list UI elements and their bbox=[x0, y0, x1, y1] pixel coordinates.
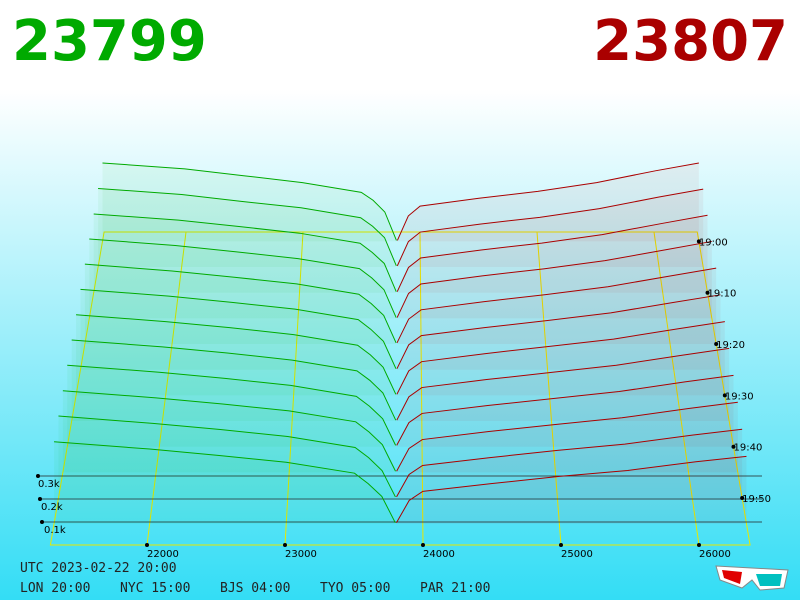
utc-time: UTC 2023-02-22 20:00 bbox=[20, 561, 177, 576]
ask-depth-line bbox=[396, 162, 699, 241]
bid-depth-area bbox=[80, 289, 396, 370]
x-tick-label: 23000 bbox=[285, 549, 317, 560]
ask-depth-line bbox=[396, 267, 717, 344]
ask-depth-line bbox=[396, 294, 721, 369]
best-bid: 23799 bbox=[12, 9, 207, 74]
ask-depth-area bbox=[396, 456, 747, 524]
tick-dot bbox=[40, 520, 44, 524]
bid-depth-area bbox=[71, 339, 396, 422]
ask-depth-line bbox=[396, 321, 725, 395]
ask-depth-area bbox=[397, 268, 717, 345]
time-tick-label: 19:20 bbox=[716, 340, 745, 351]
ask-depth-area bbox=[397, 162, 699, 242]
time-tick-label: 19:10 bbox=[708, 289, 737, 300]
x-tick-label: 26000 bbox=[699, 549, 731, 560]
depth-lines bbox=[54, 162, 747, 524]
tick-dot bbox=[421, 543, 425, 547]
city-time: BJS 04:00 bbox=[220, 581, 290, 596]
x-tick-label: 24000 bbox=[423, 549, 455, 560]
ask-depth-area bbox=[397, 189, 704, 268]
bid-depth-line bbox=[71, 339, 397, 421]
ask-depth-line bbox=[396, 401, 738, 472]
bid-depth-area bbox=[89, 238, 397, 319]
tick-dot bbox=[731, 444, 736, 449]
bid-depth-line bbox=[80, 288, 397, 369]
ask-depth-area bbox=[396, 348, 730, 422]
floor bbox=[49, 231, 751, 546]
x-tick-label: 25000 bbox=[561, 549, 593, 560]
time-tick-label: 19:30 bbox=[725, 391, 754, 402]
tick-dot bbox=[705, 290, 710, 295]
bid-depth-area bbox=[84, 264, 397, 345]
bid-depth-line bbox=[89, 238, 397, 318]
tick-dot bbox=[283, 543, 287, 547]
bid-depth-line bbox=[84, 263, 397, 344]
ask-depth-line bbox=[396, 347, 730, 421]
city-time: PAR 21:00 bbox=[420, 581, 490, 596]
ask-depth-area bbox=[397, 215, 708, 293]
bid-depth-line bbox=[62, 390, 396, 472]
tick-dot bbox=[722, 393, 727, 398]
ask-depth-area bbox=[397, 241, 712, 319]
tick-dot bbox=[740, 496, 745, 501]
time-tick-label: 19:00 bbox=[699, 237, 728, 248]
ask-depth-line bbox=[396, 428, 743, 498]
bid-depth-line bbox=[58, 415, 396, 498]
ask-depth-area bbox=[396, 402, 738, 473]
tick-dot bbox=[559, 543, 563, 547]
volume-tick-label: 0.1k bbox=[44, 525, 66, 536]
x-tick-label: 22000 bbox=[147, 549, 179, 560]
city-time: LON 20:00 bbox=[20, 581, 90, 596]
ask-depth-area bbox=[396, 429, 743, 499]
city-time: NYC 15:00 bbox=[120, 581, 190, 596]
bid-depth-line bbox=[102, 162, 397, 241]
ask-depth-line bbox=[396, 455, 747, 524]
bid-depth-line bbox=[93, 213, 397, 292]
grid-line bbox=[653, 231, 700, 546]
bid-depth-area bbox=[58, 416, 396, 499]
grid-line bbox=[146, 231, 187, 546]
tick-dot bbox=[696, 239, 701, 244]
glasses-icon bbox=[715, 565, 789, 591]
bid-depth-line bbox=[67, 364, 397, 446]
ask-depth-area bbox=[396, 294, 721, 370]
bid-depth-line bbox=[98, 187, 397, 267]
bid-depth-line bbox=[76, 314, 397, 395]
bid-depth-area bbox=[67, 365, 396, 447]
volume-tick-label: 0.3k bbox=[38, 479, 60, 490]
bid-depth-area bbox=[54, 441, 396, 524]
ask-depth-line bbox=[396, 188, 704, 267]
city-time: TYO 05:00 bbox=[320, 581, 390, 596]
volume-tick-label: 0.2k bbox=[41, 502, 63, 513]
bid-depth-line bbox=[54, 441, 396, 524]
tick-dot bbox=[36, 474, 40, 478]
best-ask: 23807 bbox=[593, 9, 788, 74]
tick-dot bbox=[145, 543, 149, 547]
time-tick-label: 19:50 bbox=[742, 494, 771, 505]
tick-dot bbox=[714, 342, 719, 347]
ask-depth-line bbox=[396, 214, 708, 292]
bid-depth-area bbox=[93, 214, 397, 293]
ask-depth-area bbox=[396, 321, 725, 396]
ask-depth-area bbox=[396, 375, 734, 447]
bid-depth-area bbox=[76, 314, 396, 396]
ask-depth-line bbox=[396, 374, 734, 446]
ask-depth-line bbox=[396, 240, 712, 318]
bid-depth-area bbox=[62, 390, 396, 473]
tick-dot bbox=[38, 497, 42, 501]
time-tick-label: 19:40 bbox=[733, 443, 762, 454]
grid-line bbox=[536, 231, 562, 546]
tick-dot bbox=[697, 543, 701, 547]
